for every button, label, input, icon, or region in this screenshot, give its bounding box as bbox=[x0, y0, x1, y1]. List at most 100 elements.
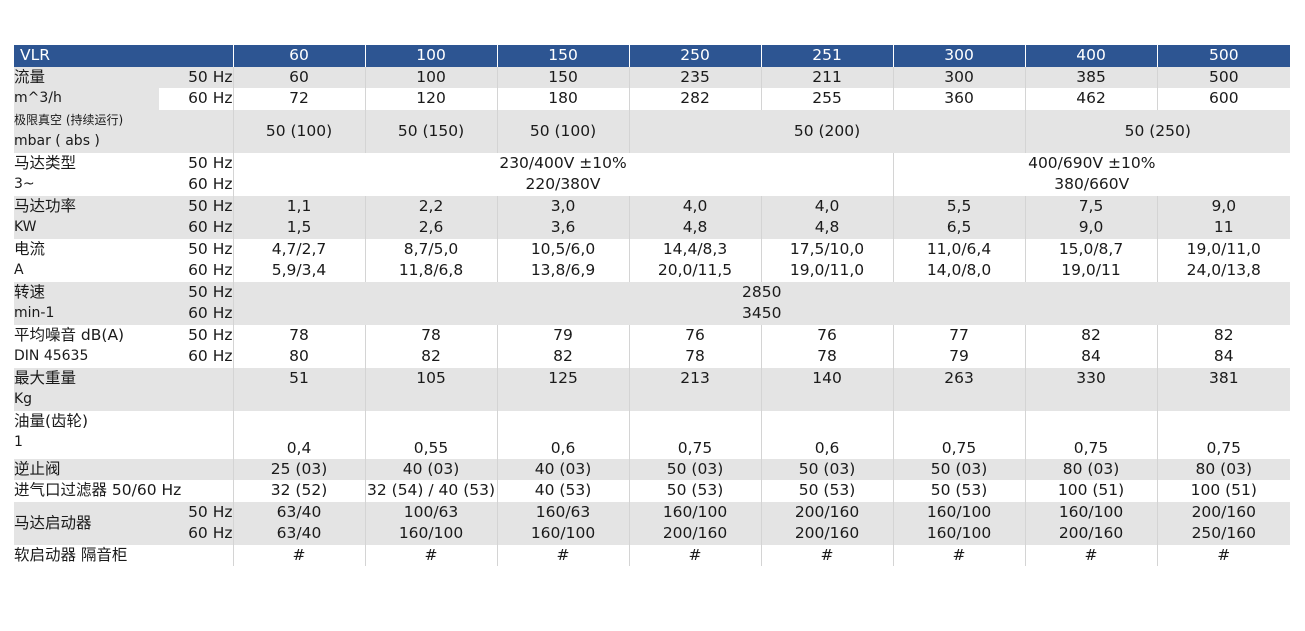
cell: 50 (150) bbox=[364, 109, 498, 153]
cell: 50 (03) bbox=[892, 458, 1026, 480]
hz-label: 50 Hz bbox=[159, 66, 234, 88]
cell: 4,8 bbox=[628, 217, 762, 239]
cell: 100 (51) bbox=[1156, 480, 1291, 502]
hz-label: 60 Hz bbox=[159, 523, 234, 545]
cell: 200/160 bbox=[1024, 523, 1158, 545]
cell: 4,7/2,7 bbox=[232, 238, 366, 260]
cell: 51 bbox=[232, 367, 366, 411]
table-row: 60 Hz 3450 bbox=[14, 303, 1291, 325]
cell: 2,6 bbox=[364, 217, 498, 239]
cell: 500 bbox=[1156, 66, 1291, 88]
row-label-flow: 流量 m^3/h bbox=[14, 66, 159, 110]
cell: 4,8 bbox=[760, 217, 894, 239]
hz-label: 50 Hz bbox=[188, 153, 233, 172]
cell: 78 bbox=[364, 324, 498, 346]
cell: # bbox=[232, 544, 366, 566]
cell: 24,0/13,8 bbox=[1156, 260, 1291, 282]
cell: 63/40 bbox=[232, 523, 366, 545]
cell: 9,0 bbox=[1156, 195, 1291, 217]
model-col-header: 500 bbox=[1156, 45, 1291, 67]
row-label-motor-type: 马达类型 3~ bbox=[14, 153, 77, 192]
cell: 76 bbox=[760, 324, 894, 346]
cell: 14,0/8,0 bbox=[892, 260, 1026, 282]
table-row: 逆止阀 25 (03) 40 (03) 40 (03) 50 (03) 50 (… bbox=[14, 458, 1291, 480]
cell: # bbox=[496, 544, 630, 566]
hz-label: 60 Hz bbox=[188, 89, 233, 108]
cell: 100 (51) bbox=[1024, 480, 1158, 502]
cell: 63/40 bbox=[232, 501, 366, 523]
cell: 2850 bbox=[232, 281, 1291, 303]
cell: 19,0/11 bbox=[1024, 260, 1158, 282]
table-row: 60 Hz 5,9/3,4 11,8/6,8 13,8/6,9 20,0/11,… bbox=[14, 260, 1291, 282]
table-row: 转速 min-1 50 Hz 2850 bbox=[14, 281, 1291, 325]
cell: 230/400V ±10% bbox=[232, 152, 894, 174]
cell: 14,4/8,3 bbox=[628, 238, 762, 260]
model-col-header: 251 bbox=[760, 45, 894, 67]
table-row: 进气口过滤器 50/60 Hz 32 (52) 32 (54) / 40 (53… bbox=[14, 480, 1291, 502]
cell: 255 bbox=[760, 88, 894, 110]
cell: 360 bbox=[892, 88, 1026, 110]
cell: 160/100 bbox=[496, 523, 630, 545]
cell: 40 (03) bbox=[496, 458, 630, 480]
hz-label: 60 Hz bbox=[188, 347, 233, 366]
cell: 0,55 bbox=[364, 410, 498, 459]
cell: 50 (03) bbox=[628, 458, 762, 480]
cell: 0,6 bbox=[760, 410, 894, 459]
cell: 40 (03) bbox=[364, 458, 498, 480]
cell: 6,5 bbox=[892, 217, 1026, 239]
table-row: 60 Hz 72 120 180 282 255 360 462 600 bbox=[14, 88, 1291, 110]
cell: 50 (03) bbox=[760, 458, 894, 480]
row-label-power: 马达功率 KW bbox=[14, 195, 159, 239]
cell: 82 bbox=[1024, 324, 1158, 346]
row-label-starter: 马达启动器 bbox=[14, 501, 159, 545]
row-label-oil: 油量(齿轮) 1 bbox=[14, 411, 89, 450]
cell: 250/160 bbox=[1156, 523, 1291, 545]
row-label-noise: 平均噪音 dB(A) DIN 45635 bbox=[14, 325, 125, 364]
cell: 32 (54) / 40 (53) bbox=[364, 480, 498, 502]
cell: 235 bbox=[628, 66, 762, 88]
cell: 8,7/5,0 bbox=[364, 238, 498, 260]
cell: 77 bbox=[892, 324, 1026, 346]
row-label-weight: 最大重量 Kg bbox=[14, 367, 234, 411]
cell: 5,5 bbox=[892, 195, 1026, 217]
cell: 1,5 bbox=[232, 217, 366, 239]
cell: 0,75 bbox=[1156, 410, 1291, 459]
cell: 200/160 bbox=[760, 501, 894, 523]
cell: 10,5/6,0 bbox=[496, 238, 630, 260]
cell: 17,5/10,0 bbox=[760, 238, 894, 260]
cell: 78 bbox=[760, 346, 894, 368]
cell: 80 bbox=[232, 346, 366, 368]
model-col-header: 150 bbox=[496, 45, 630, 67]
hz-label: 50 Hz bbox=[188, 325, 233, 344]
cell: 120 bbox=[364, 88, 498, 110]
cell: 79 bbox=[892, 346, 1026, 368]
cell: 7,5 bbox=[1024, 195, 1158, 217]
model-col-header: 250 bbox=[628, 45, 762, 67]
model-col-header: 300 bbox=[892, 45, 1026, 67]
cell: 160/100 bbox=[892, 523, 1026, 545]
cell: 400/690V ±10% bbox=[892, 152, 1291, 174]
model-col-header: 60 bbox=[232, 45, 366, 67]
cell: 84 bbox=[1156, 346, 1291, 368]
hz-label: 50 Hz bbox=[159, 281, 234, 303]
hz-label: 60 Hz bbox=[159, 217, 234, 239]
cell: 25 (03) bbox=[232, 458, 366, 480]
hz-label: 50 Hz bbox=[188, 239, 233, 258]
cell: 80 (03) bbox=[1156, 458, 1291, 480]
hz-label: 50 Hz bbox=[159, 501, 234, 523]
cell: # bbox=[1156, 544, 1291, 566]
cell: 50 (53) bbox=[892, 480, 1026, 502]
cell: 0,75 bbox=[628, 410, 762, 459]
cell: 5,9/3,4 bbox=[232, 260, 366, 282]
cell: # bbox=[1024, 544, 1158, 566]
model-col-header: 400 bbox=[1024, 45, 1158, 67]
cell: 100/63 bbox=[364, 501, 498, 523]
cell: 150 bbox=[496, 66, 630, 88]
row-label-inlet-filter: 进气口过滤器 50/60 Hz bbox=[14, 481, 182, 499]
cell: 263 bbox=[892, 367, 1026, 411]
cell: 330 bbox=[1024, 367, 1158, 411]
cell: 60 bbox=[232, 66, 366, 88]
cell: 211 bbox=[760, 66, 894, 88]
cell: 19,0/11,0 bbox=[1156, 238, 1291, 260]
cell: 4,0 bbox=[760, 195, 894, 217]
